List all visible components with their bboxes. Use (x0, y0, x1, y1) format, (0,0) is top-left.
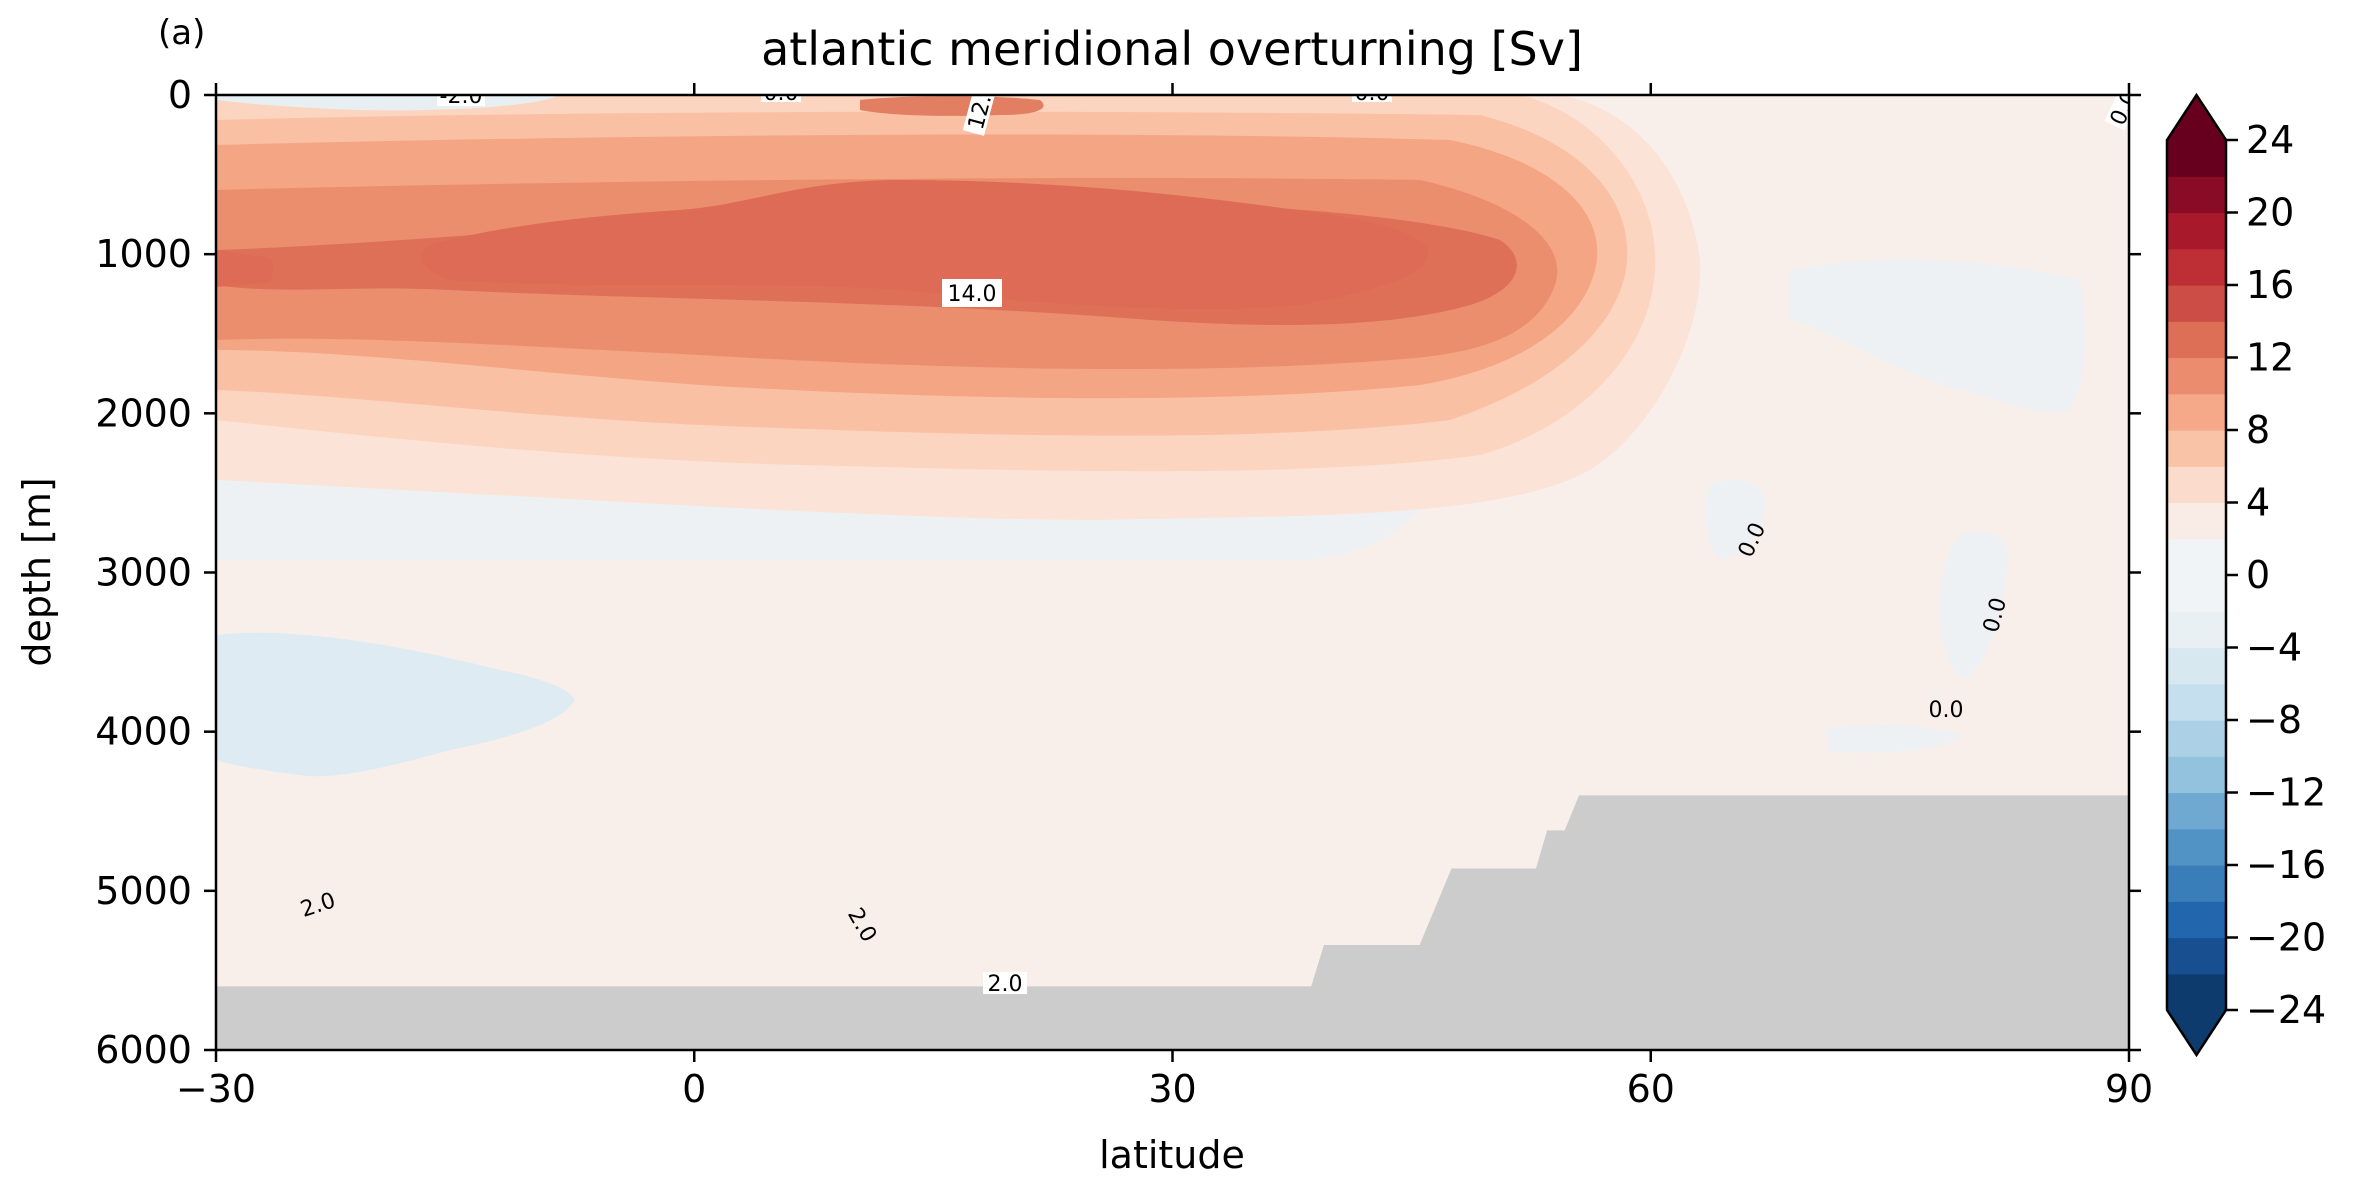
y-tick-label: 6000 (95, 1028, 192, 1072)
x-tick-label: 0 (682, 1067, 706, 1111)
colorbar-band (2167, 212, 2226, 250)
negative-patch-north-1 (1790, 259, 2086, 413)
x-tick-label: −30 (176, 1067, 256, 1111)
colorbar-band (2167, 575, 2226, 612)
contour-label: 0.0 (1352, 81, 1392, 106)
bottom-positive-cell-3 (794, 895, 867, 990)
svg-text:0.0: 0.0 (1929, 698, 1964, 723)
y-tick-label: 0 (168, 73, 192, 117)
colorbar-tick-label: −12 (2246, 771, 2326, 815)
positive-core-14 (216, 250, 274, 287)
colorbar-band (2167, 611, 2226, 649)
colorbar-extend-max (2167, 95, 2226, 140)
svg-text:0.0: 0.0 (764, 81, 799, 106)
contour-label: -2.0 (437, 84, 485, 109)
colorbar-band (2167, 865, 2226, 902)
colorbar-band (2167, 828, 2226, 866)
contour-label: 14.0 (942, 279, 1002, 307)
colorbar: −24 −20 −16 −12 −8 −4 0 4 8 12 16 20 24 (2165, 92, 2326, 1058)
svg-text:2.0: 2.0 (988, 972, 1023, 997)
panel-label: (a) (158, 13, 205, 53)
surface-core-12 (860, 96, 1044, 116)
contour-label: 0.0 (1929, 698, 1964, 723)
y-tick-label: 5000 (95, 869, 192, 913)
ocean-floor-mask (216, 795, 2129, 1050)
y-axis: 0 1000 2000 3000 4000 5000 6000 (95, 73, 2141, 1072)
contour-label: 0.0 (761, 81, 801, 106)
svg-text:14.0: 14.0 (948, 282, 997, 307)
colorbar-band (2167, 538, 2226, 576)
colorbar-band (2167, 720, 2226, 757)
chart-title: atlantic meridional overturning [Sv] (761, 22, 1583, 76)
contour-label: 2.0 (983, 972, 1027, 997)
colorbar-band (2167, 357, 2226, 395)
colorbar-tick-label: −8 (2246, 698, 2302, 742)
negative-patch-north-3 (1938, 531, 2009, 680)
plot-area: -2.0 0.0 12. 0.0 0.0 14.0 0.0 0.0 0.0 2.… (216, 81, 2129, 1050)
negative-patch-north-2 (1704, 479, 1766, 560)
colorbar-band (2167, 502, 2226, 540)
bottom-positive-cell-2 (688, 900, 750, 948)
svg-text:-2.0: -2.0 (440, 84, 483, 109)
colorbar-band (2167, 393, 2226, 431)
colorbar-tick-label: 4 (2246, 481, 2270, 525)
x-tick-label: 60 (1627, 1067, 1675, 1111)
y-tick-label: 4000 (95, 710, 192, 754)
deep-negative-cell (216, 632, 575, 777)
colorbar-tick-label: 12 (2246, 336, 2294, 380)
colorbar-band (2167, 430, 2226, 467)
colorbar-band (2167, 937, 2226, 975)
field-contours (216, 95, 2129, 1050)
colorbar-tick-label: 20 (2246, 191, 2294, 235)
colorbar-band (2167, 973, 2226, 1011)
colorbar-band (2167, 285, 2226, 322)
colorbar-band (2167, 901, 2226, 939)
colorbar-band (2167, 176, 2226, 214)
colorbar-extend-min (2167, 1010, 2226, 1055)
y-axis-label: depth [m] (15, 477, 59, 666)
x-axis-label: latitude (1099, 1133, 1245, 1177)
colorbar-band (2167, 321, 2226, 359)
colorbar-tick-label: 24 (2246, 118, 2294, 162)
svg-text:0.0: 0.0 (1355, 81, 1390, 106)
colorbar-tick-label: −20 (2246, 916, 2326, 960)
negative-patch-north-4 (1825, 724, 1960, 753)
colorbar-band (2167, 466, 2226, 504)
colorbar-band (2167, 647, 2226, 685)
colorbar-tick-label: 16 (2246, 263, 2294, 307)
colorbar-band (2167, 683, 2226, 721)
positive-core-14b (421, 180, 1429, 310)
colorbar-tick-label: 0 (2246, 553, 2270, 597)
colorbar-tick-label: −24 (2246, 988, 2326, 1032)
bottom-positive-cell-1 (216, 899, 540, 1000)
y-tick-label: 1000 (95, 232, 192, 276)
y-tick-label: 2000 (95, 391, 192, 435)
colorbar-band (2167, 792, 2226, 830)
x-axis: −30 0 30 60 90 (176, 83, 2153, 1111)
y-tick-label: 3000 (95, 551, 192, 595)
colorbar-tick-label: −16 (2246, 843, 2326, 887)
colorbar-band (2167, 140, 2226, 177)
colorbar-tick-label: 8 (2246, 408, 2270, 452)
colorbar-band (2167, 248, 2226, 286)
colorbar-tick-label: −4 (2246, 626, 2302, 670)
colorbar-band (2167, 756, 2226, 794)
x-tick-label: 90 (2105, 1067, 2153, 1111)
x-tick-label: 30 (1148, 1067, 1196, 1111)
